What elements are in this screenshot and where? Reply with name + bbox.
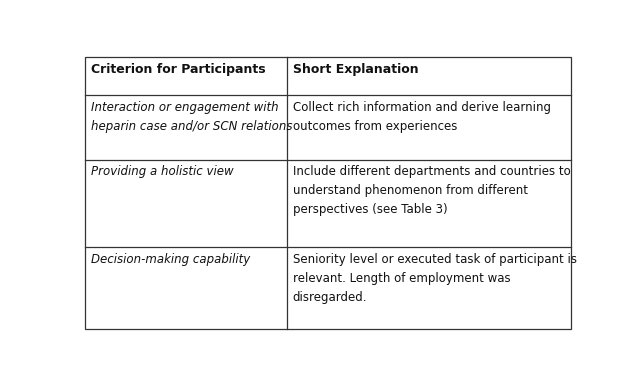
Text: Interaction or engagement with
heparin case and/or SCN relations: Interaction or engagement with heparin c… [91,101,292,133]
Text: Include different departments and countries to
understand phenomenon from differ: Include different departments and countr… [292,165,570,216]
Text: Criterion for Participants: Criterion for Participants [91,63,266,76]
Text: Providing a holistic view: Providing a holistic view [91,165,234,178]
Text: Decision-making capability: Decision-making capability [91,253,250,266]
Text: Collect rich information and derive learning
outcomes from experiences: Collect rich information and derive lear… [292,101,550,133]
Text: Seniority level or executed task of participant is
relevant. Length of employmen: Seniority level or executed task of part… [292,253,577,304]
Text: Short Explanation: Short Explanation [292,63,419,76]
